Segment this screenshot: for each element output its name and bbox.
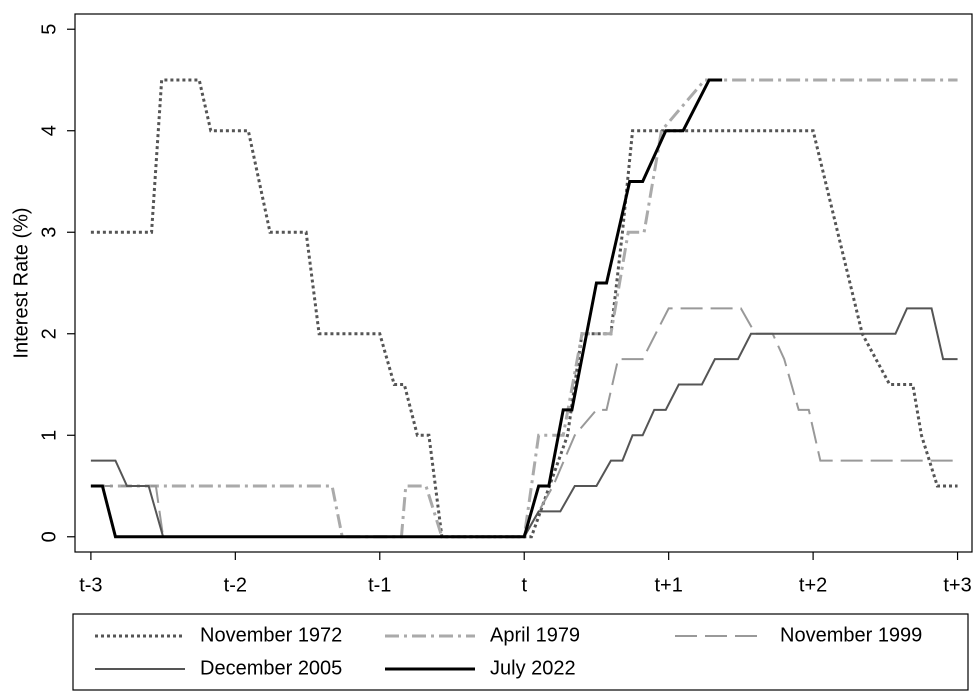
plot-frame <box>74 13 973 553</box>
series-line <box>90 78 958 539</box>
y-tick-label: 2 <box>38 328 60 339</box>
x-tick-label: t+1 <box>654 574 682 596</box>
x-tick-label: t <box>521 574 527 596</box>
legend-label: November 1972 <box>200 624 342 646</box>
series-line <box>90 78 723 539</box>
legend-label: December 2005 <box>200 657 342 679</box>
series-line <box>90 307 958 538</box>
y-axis-label: Interest Rate (%) <box>10 207 32 358</box>
series-line <box>90 78 958 539</box>
y-tick-label: 4 <box>38 125 60 136</box>
legend-label: November 1999 <box>780 624 922 646</box>
x-tick-label: t+3 <box>943 574 971 596</box>
legend-box <box>72 613 969 691</box>
y-tick-label: 3 <box>38 227 60 238</box>
x-tick-label: t-1 <box>368 574 391 596</box>
x-tick-label: t-3 <box>79 574 102 596</box>
x-tick-label: t+2 <box>799 574 827 596</box>
series-line <box>90 307 958 538</box>
y-tick-label: 1 <box>38 430 60 441</box>
y-tick-label: 0 <box>38 531 60 542</box>
x-tick-label: t-2 <box>224 574 247 596</box>
legend-label: July 2022 <box>490 657 576 679</box>
y-tick-label: 5 <box>38 24 60 35</box>
legend-label: April 1979 <box>490 624 580 646</box>
